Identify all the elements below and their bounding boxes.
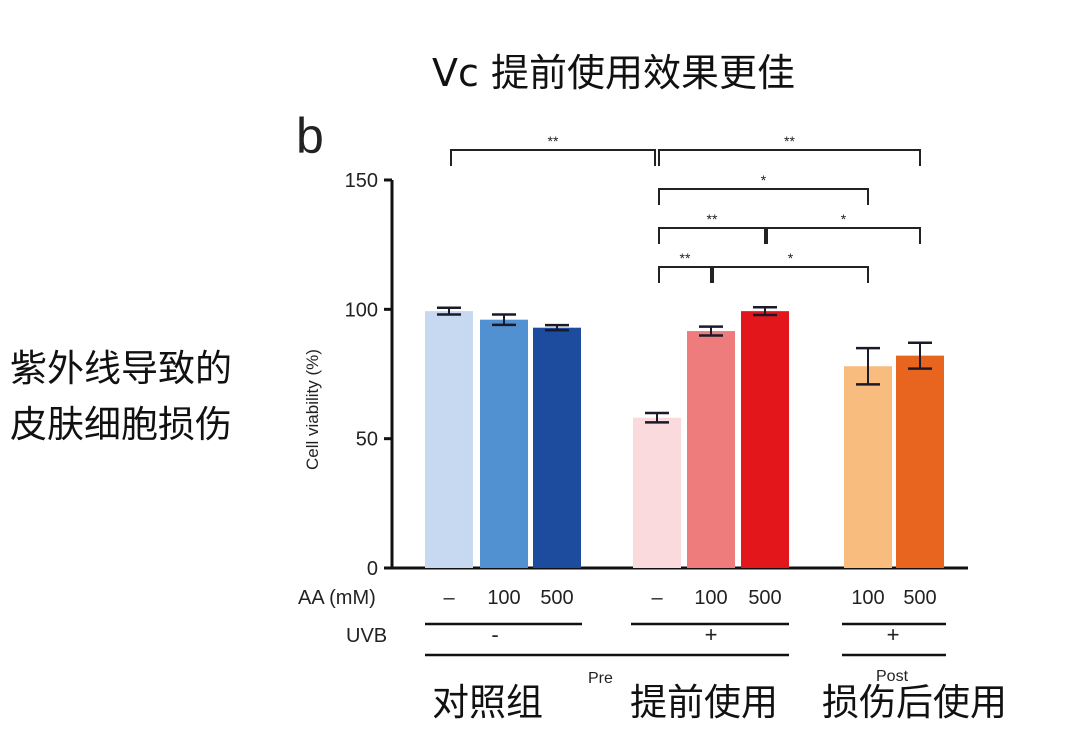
aa-value: – bbox=[443, 587, 455, 609]
uvb-value: + bbox=[705, 622, 718, 647]
bracket-line bbox=[658, 227, 766, 244]
significance-bracket: ** bbox=[658, 250, 712, 283]
aa-value: 100 bbox=[694, 587, 727, 609]
significance-label: ** bbox=[707, 211, 718, 227]
pre-label: Pre bbox=[588, 670, 613, 687]
significance-label: ** bbox=[548, 133, 559, 149]
side-annotation-line-1: 紫外线导致的 bbox=[10, 347, 232, 390]
significance-bracket: * bbox=[658, 172, 869, 205]
group-label-post: 损伤后使用 bbox=[822, 681, 1007, 724]
significance-bracket: * bbox=[766, 211, 921, 244]
significance-label: ** bbox=[784, 133, 795, 149]
aa-row-label: AA (mM) bbox=[298, 587, 376, 609]
bracket-line bbox=[450, 149, 656, 166]
condition-rows: AA (mM) UVB Pre Post 对照组 提前使用 损伤后使用 – 100… bbox=[298, 587, 1007, 724]
aa-value: 500 bbox=[748, 587, 781, 609]
y-tick-label: 50 bbox=[356, 429, 378, 451]
side-annotation-line-2: 皮肤细胞损伤 bbox=[10, 403, 232, 446]
bar bbox=[533, 327, 581, 568]
significance-label: ** bbox=[680, 250, 691, 266]
bracket-line bbox=[658, 266, 712, 283]
error-bar bbox=[437, 306, 461, 316]
significance-bracket: * bbox=[712, 250, 869, 283]
error-bar bbox=[492, 313, 516, 327]
group-label-control: 对照组 bbox=[432, 681, 543, 724]
bracket-line bbox=[658, 149, 921, 166]
uvb-row-label: UVB bbox=[346, 625, 387, 647]
y-tick-label: 0 bbox=[367, 558, 378, 580]
bar bbox=[425, 311, 473, 568]
bar bbox=[687, 331, 735, 568]
aa-value: 100 bbox=[851, 587, 884, 609]
significance-bracket: ** bbox=[658, 133, 921, 166]
bracket-line bbox=[658, 188, 869, 205]
uvb-value: + bbox=[887, 622, 900, 647]
significance-label: * bbox=[841, 211, 847, 227]
group-label-pre: 提前使用 bbox=[630, 681, 778, 724]
bars bbox=[425, 306, 944, 568]
y-tick-label: 100 bbox=[345, 299, 378, 321]
y-tick-label: 150 bbox=[345, 170, 378, 192]
panel-label: b bbox=[296, 108, 324, 164]
error-bar bbox=[699, 325, 723, 337]
post-label: Post bbox=[876, 668, 909, 685]
chart-title: Vc 提前使用效果更佳 bbox=[432, 51, 795, 95]
significance-label: * bbox=[788, 250, 794, 266]
aa-value: 500 bbox=[540, 587, 573, 609]
aa-value: 500 bbox=[903, 587, 936, 609]
error-bar bbox=[856, 346, 880, 386]
significance-brackets: ** ***** *** * bbox=[450, 133, 921, 283]
error-bar bbox=[545, 323, 569, 332]
significance-bracket: ** bbox=[450, 133, 656, 166]
uvb-value: - bbox=[491, 622, 498, 647]
aa-value: – bbox=[651, 587, 663, 609]
significance-label: * bbox=[761, 172, 767, 188]
significance-bracket: ** bbox=[658, 211, 766, 244]
bracket-line bbox=[766, 227, 921, 244]
bar bbox=[896, 355, 944, 568]
bar bbox=[741, 311, 789, 568]
bracket-line bbox=[712, 266, 869, 283]
aa-value: 100 bbox=[487, 587, 520, 609]
bar bbox=[633, 417, 681, 568]
error-bar bbox=[908, 341, 932, 370]
y-axis-label: Cell viability (%) bbox=[303, 349, 322, 470]
bar bbox=[480, 319, 528, 568]
bar bbox=[844, 366, 892, 568]
error-bar bbox=[753, 306, 777, 317]
error-bar bbox=[645, 411, 669, 424]
